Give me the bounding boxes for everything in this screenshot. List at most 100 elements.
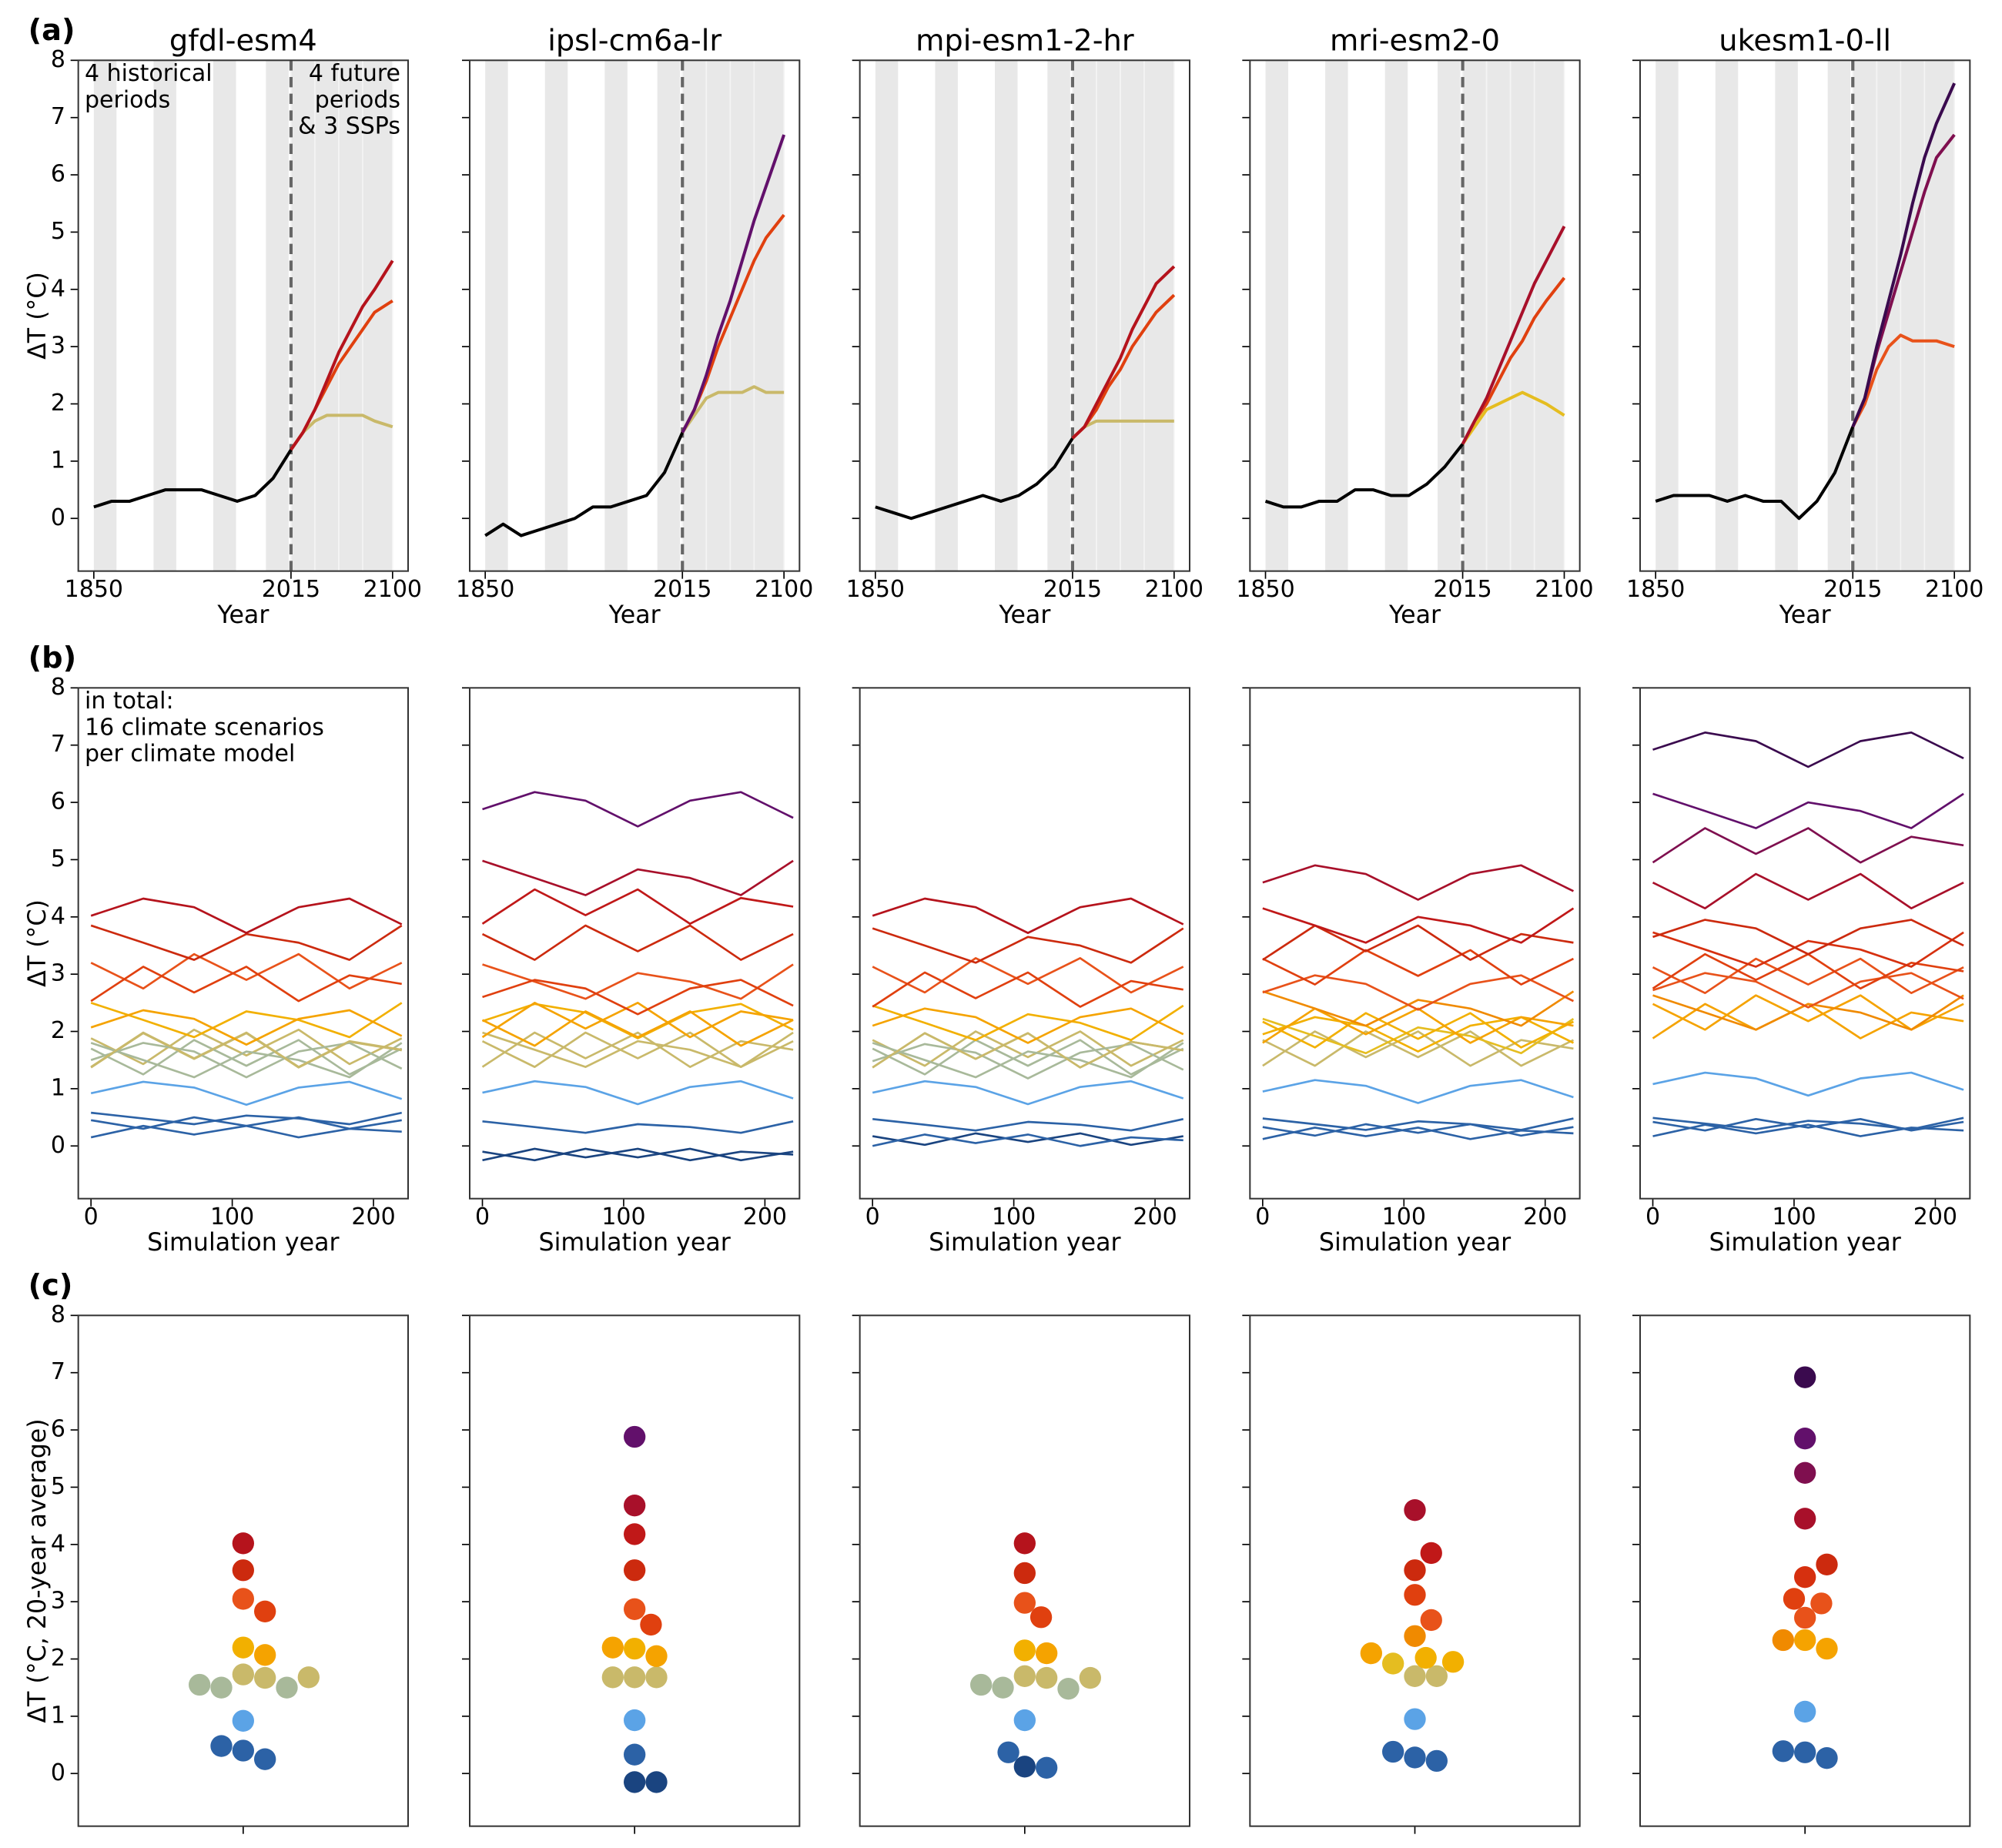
series-line [1652, 931, 1964, 968]
series-line [90, 897, 403, 934]
dot [297, 1666, 320, 1689]
series-line [482, 963, 794, 1000]
series-line [481, 1031, 794, 1068]
dot [1029, 1606, 1053, 1629]
y-tick-label: 3 [51, 333, 65, 360]
dot [254, 1600, 276, 1622]
x-tick-label: 2100 [1925, 576, 1984, 603]
panel: 0 1 2 3 4 5 6 7 8 1850 2015 2100 gfdl-esm4 Year ΔT (°C… [24, 13, 422, 629]
y-tick-label: 1 [51, 447, 65, 474]
axes-frame [859, 1314, 1191, 1827]
dot [1036, 1756, 1058, 1779]
dot [232, 1636, 254, 1659]
x-tick-label: 2015 [1043, 576, 1102, 603]
series-line [872, 1080, 1184, 1106]
series-line [872, 1132, 1183, 1147]
dot [232, 1559, 254, 1582]
series-line [90, 1028, 403, 1066]
y-tick-label: 1 [51, 1074, 65, 1101]
period-band [1265, 60, 1288, 571]
x-axis-label: Year [608, 601, 661, 629]
dot [254, 1748, 276, 1770]
annotation: periods [85, 86, 170, 113]
panel: 0 100 200 Simulation year [852, 687, 1191, 1257]
period-band [1715, 60, 1739, 571]
y-tick-label: 2 [51, 1645, 65, 1672]
series-line [1652, 1071, 1964, 1097]
dot [254, 1666, 276, 1689]
x-tick-label: 0 [1255, 1204, 1270, 1230]
dot [1414, 1646, 1437, 1669]
dot [232, 1663, 254, 1686]
series-line [90, 924, 403, 961]
series-line [482, 791, 794, 828]
x-tick-label: 2100 [1535, 576, 1593, 603]
x-tick-label: 1850 [846, 576, 905, 603]
dot [1057, 1678, 1080, 1700]
axes-frame [1249, 1314, 1581, 1827]
series-line [872, 927, 1184, 964]
y-tick-label: 2 [51, 1017, 65, 1044]
dot [624, 1771, 646, 1793]
period-band [1852, 59, 1878, 572]
axes-frame [77, 687, 409, 1200]
dot [624, 1425, 646, 1448]
period-band [1485, 59, 1512, 572]
dot [624, 1523, 646, 1545]
x-tick-label: 100 [601, 1204, 645, 1230]
y-tick-label: 0 [51, 504, 65, 531]
dot [624, 1598, 646, 1620]
series-line [1262, 974, 1575, 1011]
axes-frame [1639, 687, 1971, 1200]
series-line [1652, 919, 1964, 956]
x-tick-label: 200 [351, 1204, 395, 1230]
dot [276, 1676, 298, 1699]
series-line [1652, 1117, 1964, 1132]
period-band [1775, 60, 1798, 571]
period-band [1656, 60, 1679, 571]
series-line [91, 1111, 403, 1126]
series-line [1652, 1123, 1964, 1137]
series-line [90, 1031, 402, 1068]
period-band [290, 59, 316, 572]
x-tick-label: 2100 [1145, 576, 1204, 603]
x-tick-label: 200 [1133, 1204, 1177, 1230]
annotation: in total: [85, 688, 174, 715]
dot [645, 1771, 668, 1793]
dot [210, 1735, 233, 1757]
dot [1420, 1609, 1442, 1632]
series-line [90, 966, 402, 1003]
dot [1013, 1592, 1036, 1614]
x-tick-label: 2015 [262, 576, 320, 603]
period-band [153, 60, 176, 571]
y-tick-label: 4 [51, 275, 65, 302]
x-tick-label: 100 [1772, 1204, 1816, 1230]
y-tick-label: 5 [51, 845, 65, 872]
y-tick-label: 3 [51, 1588, 65, 1615]
series-line [872, 1043, 1184, 1080]
series-line [681, 385, 785, 434]
panel-title: mri-esm2-0 [1330, 24, 1500, 59]
series-line [482, 1031, 794, 1068]
panel: 1850 2015 2100 mri-esm2-0 Year [1236, 24, 1593, 629]
x-axis-label: Year [998, 601, 1051, 629]
y-axis-label: ΔT (°C) [24, 272, 52, 360]
series-line [290, 259, 394, 451]
dot [601, 1636, 624, 1659]
dot [1382, 1740, 1404, 1763]
series-line [875, 437, 1074, 521]
dot [645, 1645, 668, 1667]
series-line [872, 1039, 1184, 1076]
period-band [995, 60, 1018, 571]
dot [1382, 1652, 1404, 1675]
period-band [657, 60, 681, 571]
axes-frame [1639, 59, 1971, 572]
axes-frame [77, 1314, 409, 1827]
x-tick-label: 0 [84, 1204, 99, 1230]
y-tick-label: 0 [51, 1759, 65, 1786]
series-line [1652, 952, 1964, 990]
series-line [872, 1004, 1184, 1042]
y-tick-label: 8 [51, 46, 65, 73]
dot [1013, 1665, 1036, 1687]
axes-frame [469, 59, 801, 572]
